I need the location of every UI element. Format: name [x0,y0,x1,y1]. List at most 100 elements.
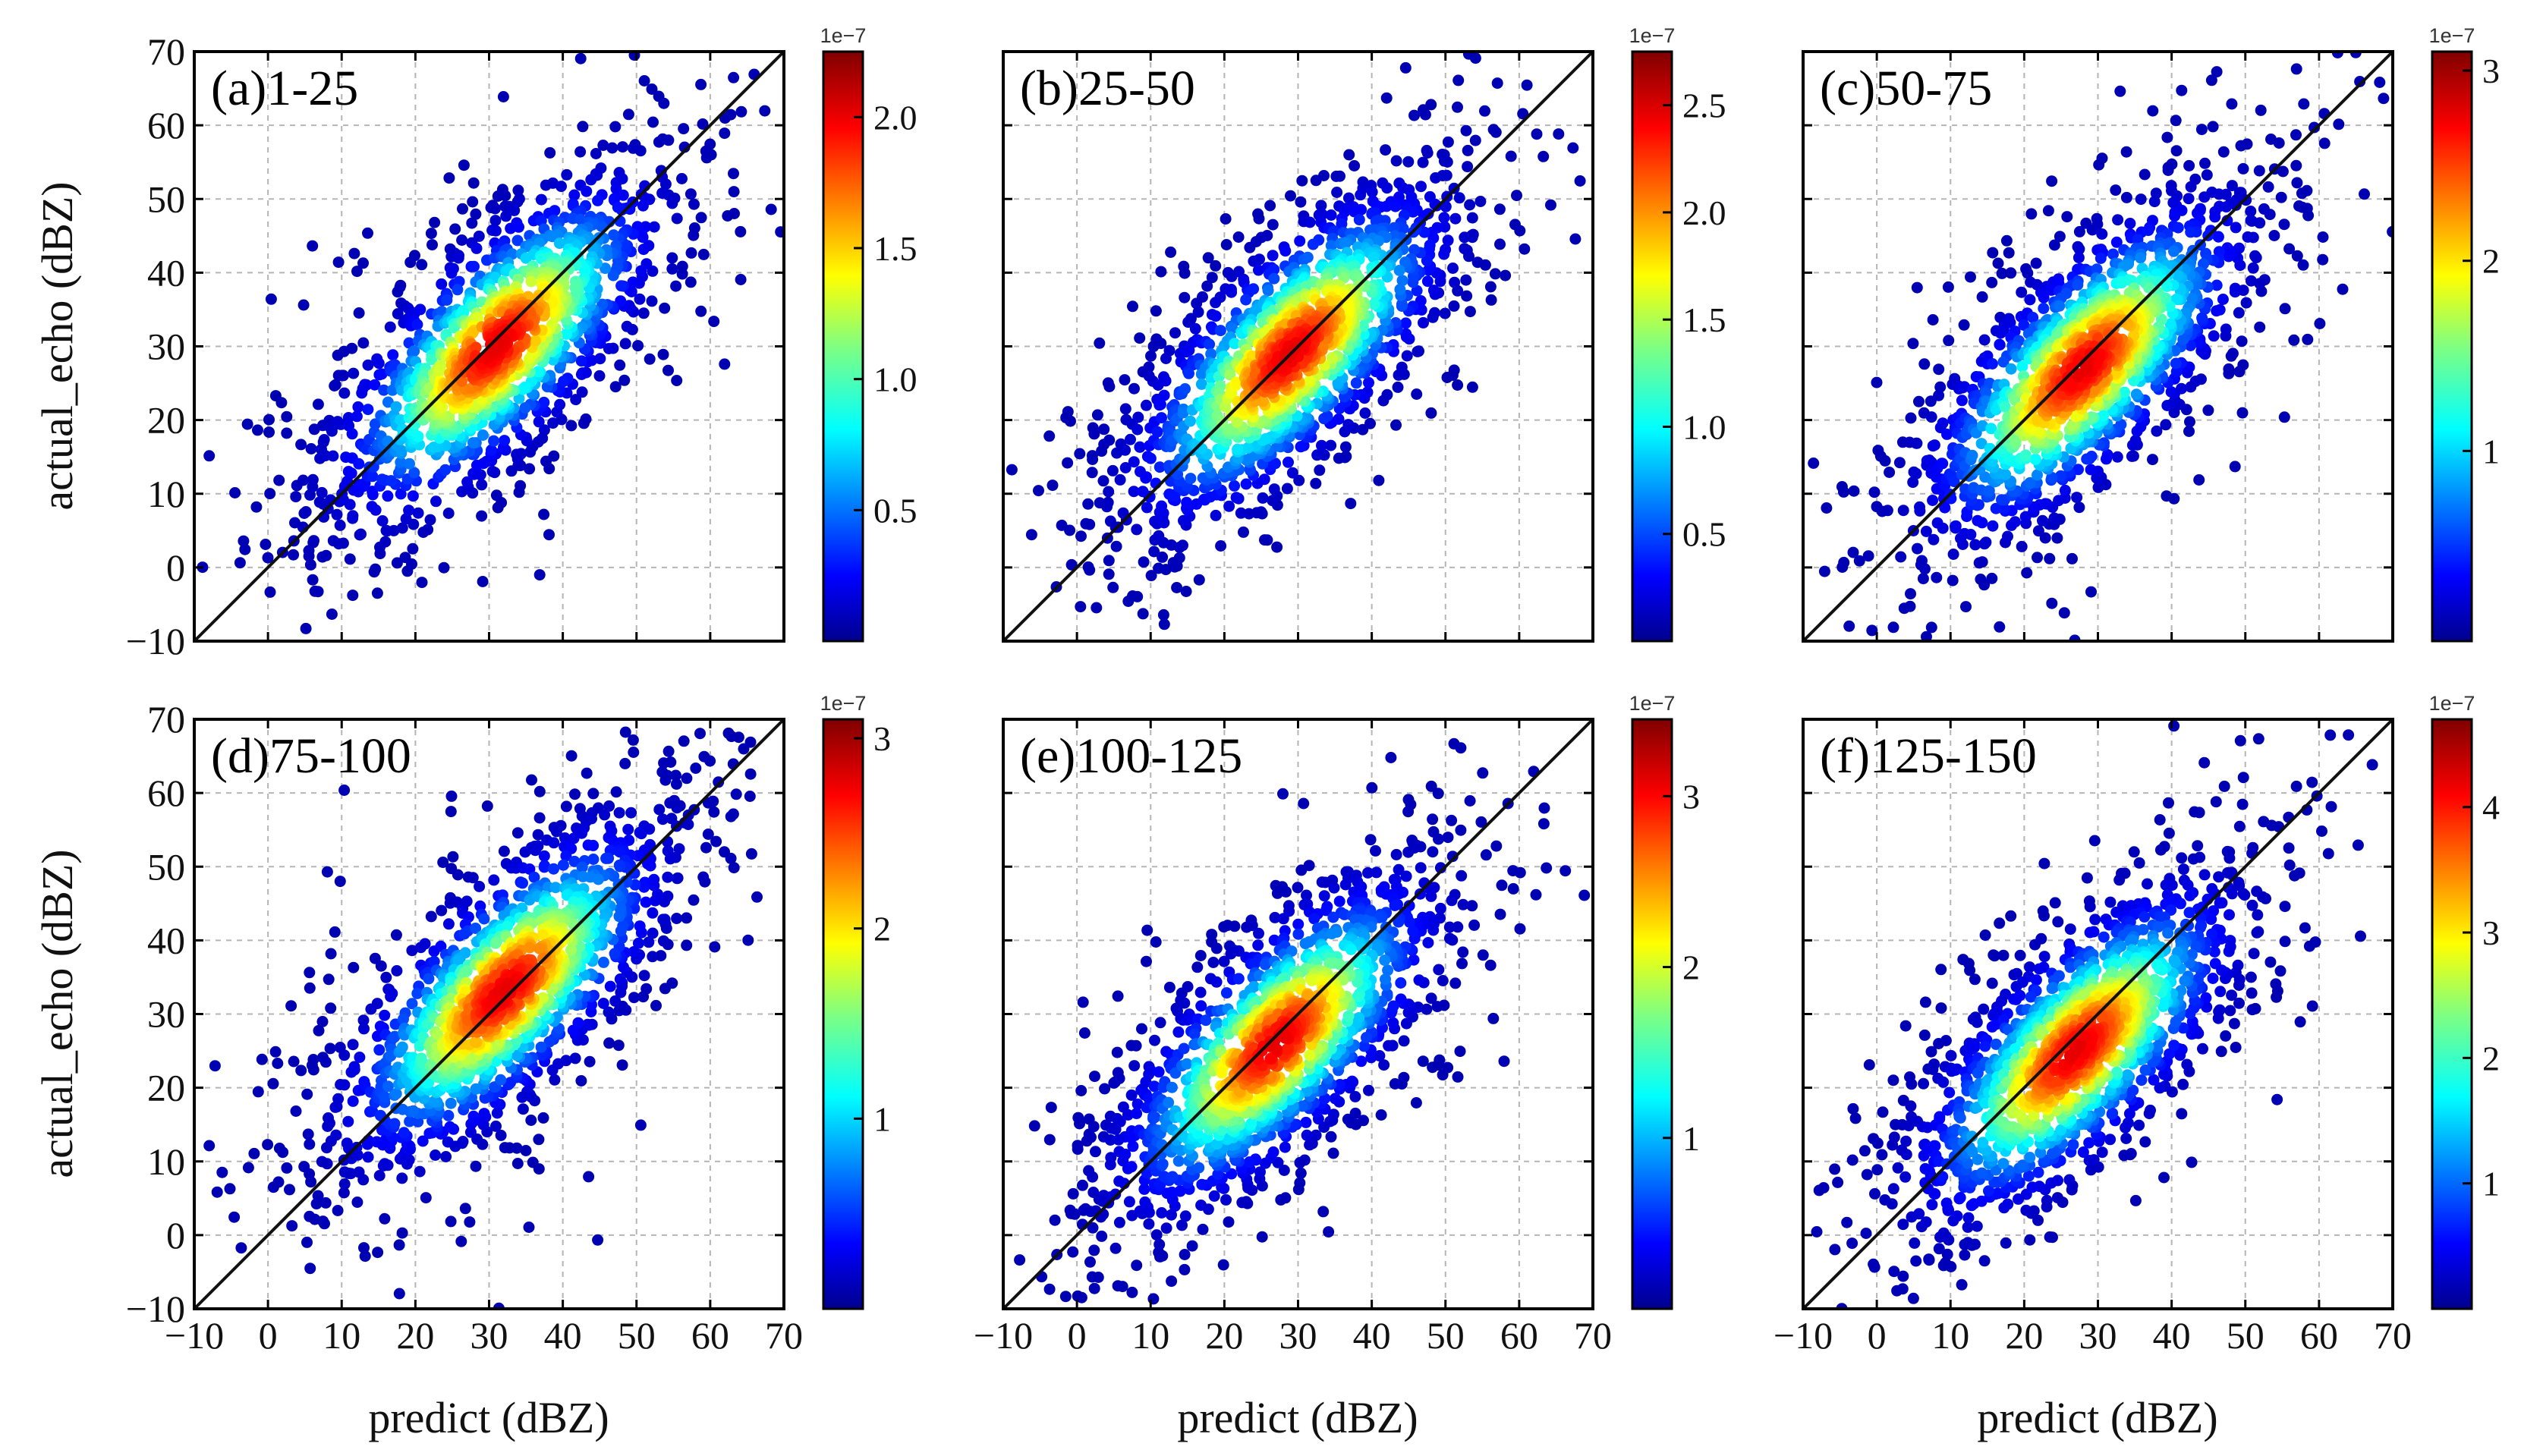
scatter-point [688,222,700,234]
scatter-point [2161,281,2173,292]
scatter-point [338,1049,351,1061]
scatter-point [1408,244,1421,256]
scatter-point [552,1058,564,1070]
scatter-point [1086,467,1098,479]
scatter-point [670,769,681,781]
scatter-point [2168,245,2180,257]
scatter-point [452,252,464,264]
scatter-point [490,1120,502,1132]
scatter-point [1917,573,1929,585]
colorbar-tick-label: 1 [2482,432,2500,470]
scatter-point [238,535,250,547]
scatter-point [1134,332,1146,344]
scatter-point [1368,298,1380,310]
scatter-point [1160,375,1172,387]
scatter-point [399,552,411,564]
scatter-point [1553,128,1565,140]
scatter-point [439,464,452,476]
scatter-point [742,934,754,946]
scatter-point [577,367,588,379]
scatter-point [1415,181,1427,193]
scatter-point [319,1056,332,1068]
scatter-point [391,965,403,976]
scatter-point [648,221,660,233]
scatter-point [658,757,670,769]
scatter-point [352,401,364,413]
scatter-point [1907,476,1919,489]
scatter-point [467,872,479,884]
scatter-point [1884,467,1896,478]
scatter-point [2183,426,2195,437]
colorbar-tick-label: 3 [2482,52,2500,90]
scatter-point [1097,475,1109,487]
scatter-point [529,335,541,347]
scatter-point [2091,263,2103,275]
scatter-point [495,1129,507,1141]
scatter-point [290,1105,302,1117]
scatter-point [499,1142,511,1154]
scatter-point [1925,621,1937,634]
scatter-point [2072,279,2084,291]
scatter-point [735,105,747,118]
scatter-point [657,935,669,947]
scatter-point [1393,265,1405,276]
scatter-point [1916,555,1928,567]
scatter-point [2236,407,2249,419]
scatter-point [1119,374,1131,386]
scatter-point [1921,631,1932,641]
scatter-point [1185,473,1197,485]
scatter-point [1183,367,1194,379]
scatter-point [1353,214,1365,226]
scatter-point [1145,350,1157,362]
scatter-point [523,1222,535,1233]
scatter-point [252,1086,264,1098]
scatter-point [673,843,685,855]
scatter-point [568,189,581,201]
scatter-point [719,358,731,370]
scatter-point [2032,414,2044,426]
scatter-points [1808,52,2393,641]
scatter-point [1519,243,1531,255]
scatter-point [1517,108,1529,120]
panel-title: (c)50-75 [1820,61,1992,116]
scatter-point [556,181,567,193]
scatter-point [2038,303,2050,314]
scatter-point [2237,162,2249,175]
scatter-point [656,813,669,825]
scatter-point [1396,298,1408,310]
scatter-point [1158,389,1170,401]
scatter-point [272,1176,285,1188]
scatter-point [2042,205,2054,217]
scatter-point [1415,295,1427,307]
scatter-point [457,1136,469,1147]
scatter-point [390,401,402,413]
scatter-point [376,368,388,380]
scatter-point [1881,505,1893,517]
scatter-point [1505,150,1517,162]
scatter-point [338,1079,351,1091]
scatter-point [1033,485,1044,497]
scatter-point [738,743,750,755]
scatter-point [1975,574,1987,585]
scatter-point [376,515,389,527]
scatter-point [2022,267,2034,279]
scatter-point [511,196,524,208]
scatter-point [695,78,707,90]
scatter-point [581,767,593,779]
y-tick-label: −10 [126,620,185,662]
scatter-point [1157,551,1169,563]
scatter-point [644,353,656,365]
scatter-point [1137,608,1149,620]
scatter-point [326,609,338,620]
scatter-point [1350,377,1362,389]
scatter-point [2290,129,2302,141]
scatter-point [338,387,351,399]
scatter-point [443,172,455,184]
scatter-point [414,1165,426,1178]
scatter-point [1950,520,1962,532]
scatter-point [1933,363,1945,376]
scatter-point [380,524,392,536]
scatter-point [436,904,448,917]
colorbar [1631,50,1673,643]
scatter-point [1087,454,1099,465]
